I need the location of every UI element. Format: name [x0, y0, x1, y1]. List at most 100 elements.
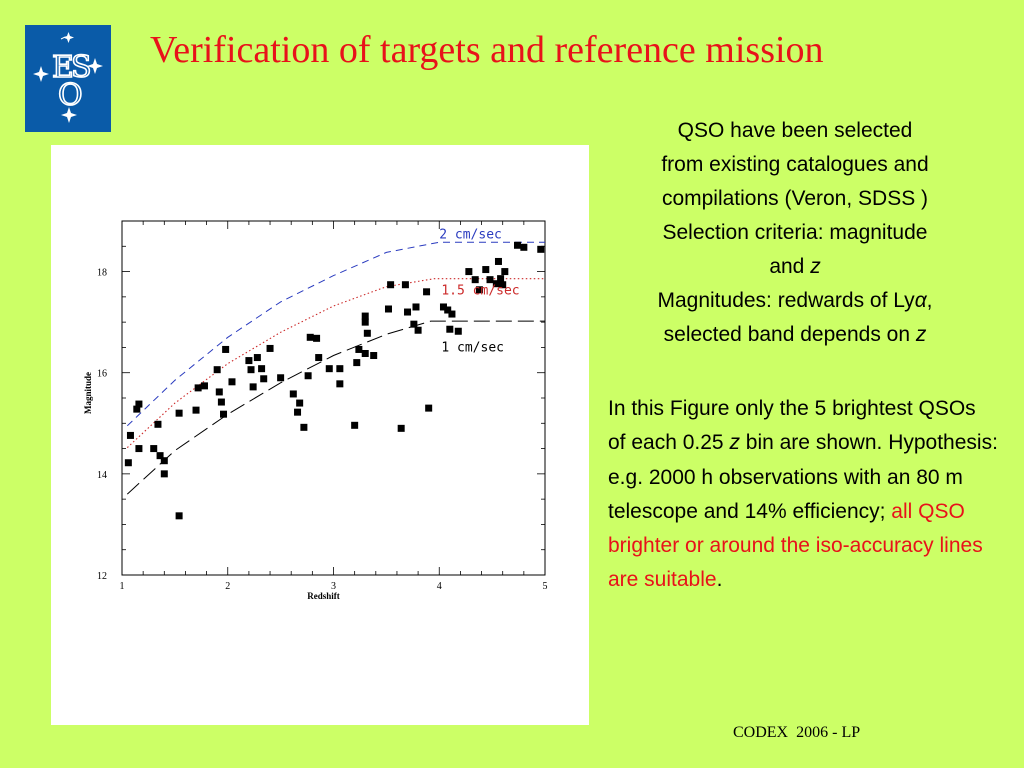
qso-point: [446, 325, 454, 333]
iso-accuracy-line: [126, 241, 545, 427]
qso-point: [514, 241, 522, 249]
x-tick-label: 4: [437, 581, 442, 592]
star-icon: [63, 32, 74, 43]
explanation-text: In this Figure only the 5 brightest QSOs…: [608, 397, 976, 455]
qso-point: [499, 281, 507, 289]
qso-point: [150, 445, 158, 453]
x-tick-label: 2: [225, 581, 230, 592]
qso-point: [253, 354, 261, 362]
qso-point: [497, 275, 505, 283]
qso-point: [266, 344, 274, 352]
qso-point: [277, 374, 285, 382]
iso-accuracy-line-label: 1.5 cm/sec: [441, 283, 519, 298]
qso-point: [425, 404, 433, 412]
qso-point: [313, 334, 321, 342]
qso-point: [423, 288, 431, 296]
qso-point: [160, 457, 168, 465]
x-tick-label: 5: [543, 581, 548, 592]
z-variable: z: [915, 323, 927, 346]
y-axis-label: Magnitude: [83, 372, 93, 414]
qso-point: [370, 352, 378, 360]
description-text: Magnitudes: redwards of Ly: [657, 289, 915, 312]
qso-point: [336, 380, 344, 388]
slide-footer: CODEX 2006 - LP: [733, 724, 861, 741]
qso-point: [289, 390, 297, 398]
qso-point: [133, 405, 141, 413]
description-line: QSO have been selected: [677, 119, 913, 142]
star-icon: [61, 107, 77, 123]
eso-letter-o: O: [58, 78, 83, 113]
qso-point: [520, 243, 528, 251]
y-tick-label: 12: [97, 571, 107, 582]
qso-point: [217, 398, 225, 406]
iso-accuracy-line-label: 1 cm/sec: [441, 340, 504, 355]
qso-point: [361, 312, 369, 320]
figure-explanation: In this Figure only the 5 brightest QSOs…: [608, 392, 998, 598]
z-variable: z: [810, 255, 821, 278]
explanation-text: bin are shown. Hypothesis: e.g. 2000 h o…: [608, 431, 998, 523]
qso-point: [363, 329, 371, 337]
qso-point: [222, 345, 230, 353]
qso-point: [537, 245, 545, 253]
qso-point: [296, 399, 304, 407]
star-icon: [33, 66, 49, 82]
qso-point: [245, 357, 253, 365]
qso-point: [154, 420, 162, 428]
qso-point: [475, 286, 483, 294]
qso-point: [355, 345, 363, 353]
qso-point: [471, 276, 479, 284]
qso-point: [300, 423, 308, 431]
qso-point: [361, 349, 369, 357]
qso-point: [494, 257, 502, 265]
qso-point: [294, 408, 302, 416]
qso-point: [306, 333, 314, 341]
qso-point: [213, 366, 221, 374]
iso-accuracy-line: [126, 278, 545, 449]
description-line: compilations (Veron, SDSS ): [661, 187, 929, 210]
qso-point: [194, 384, 202, 392]
qso-point: [501, 268, 509, 276]
qso-point: [135, 445, 143, 453]
iso-accuracy-line: [126, 320, 545, 495]
description-line: and z: [596, 250, 994, 284]
eso-letter-s: S: [71, 50, 92, 85]
qso-point: [124, 459, 132, 467]
eso-logo: E S O: [25, 25, 111, 132]
explanation-text: .: [716, 568, 723, 592]
description-line: selected band depends on z: [596, 318, 994, 352]
qso-point: [228, 378, 236, 386]
y-tick-label: 14: [97, 470, 107, 481]
qso-point: [156, 452, 164, 460]
description-line: Selection criteria: magnitude: [662, 221, 928, 244]
qso-point: [175, 512, 183, 520]
star-icon: [87, 58, 103, 74]
qso-point: [482, 266, 490, 274]
qso-point: [351, 421, 359, 429]
qso-point: [304, 372, 312, 380]
qso-point: [465, 268, 473, 276]
qso-point: [439, 303, 447, 311]
qso-point: [249, 383, 257, 391]
x-axis-label: Redshift: [307, 591, 340, 601]
qso-point: [454, 327, 462, 335]
eso-letter-e: E: [52, 50, 74, 85]
qso-point: [384, 305, 392, 313]
qso-point: [192, 406, 200, 414]
qso-point: [260, 375, 268, 383]
description-line: Magnitudes: redwards of Lyα,: [596, 284, 994, 318]
slide-title: Verification of targets and reference mi…: [150, 29, 824, 71]
star-icons: [33, 32, 103, 123]
qso-point: [247, 366, 255, 374]
qso-point: [412, 303, 420, 311]
qso-point: [200, 382, 208, 390]
description-line: from existing catalogues and: [661, 153, 929, 176]
alpha-symbol: α: [914, 289, 927, 312]
qso-point: [336, 365, 344, 373]
y-tick-label: 18: [97, 268, 107, 279]
qso-point: [215, 388, 223, 396]
plot-frame: [121, 220, 546, 576]
qso-point: [126, 431, 134, 439]
qso-point: [220, 410, 228, 418]
qso-point: [410, 320, 418, 328]
